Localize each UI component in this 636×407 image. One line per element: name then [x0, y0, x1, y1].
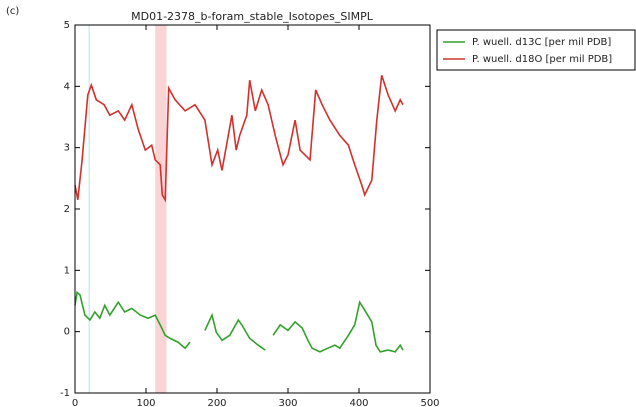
- legend-box: [436, 29, 636, 71]
- y-tick-label: -1: [60, 388, 70, 399]
- y-tick-label: 5: [64, 20, 70, 31]
- x-tick-label: 400: [349, 398, 368, 407]
- panel-label: (c): [6, 6, 19, 17]
- x-tick-label: 200: [207, 398, 226, 407]
- y-tick-label: 0: [64, 327, 70, 338]
- y-tick-label: 2: [64, 204, 70, 215]
- y-tick-label: 4: [64, 81, 70, 92]
- y-tick-label: 3: [64, 143, 70, 154]
- highlight-span: [155, 25, 167, 393]
- plot-frame: [74, 24, 431, 394]
- x-tick-label: 500: [420, 398, 439, 407]
- chart-title: MD01-2378_b-foram_stable_Isotopes_SIMPL: [131, 10, 374, 23]
- highlight-span: [88, 25, 90, 393]
- x-tick-label: 300: [278, 398, 297, 407]
- series-line: [74, 290, 404, 353]
- y-tick-label: 1: [64, 265, 70, 276]
- legend-label: P. wuell. d18O [per mil PDB]: [472, 54, 612, 65]
- x-tick-label: 0: [72, 398, 78, 407]
- series-line: [74, 75, 404, 203]
- x-tick-label: 100: [136, 398, 155, 407]
- legend-label: P. wuell. d13C [per mil PDB]: [472, 37, 611, 48]
